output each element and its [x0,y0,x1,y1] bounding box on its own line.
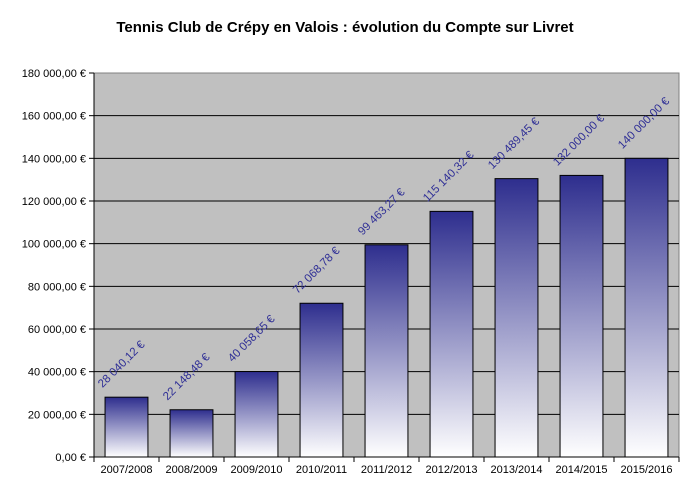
y-tick-label: 100 000,00 € [22,239,86,251]
bar [104,396,149,458]
bar [624,157,669,458]
y-tick-label: 0,00 € [55,452,86,464]
bar [234,371,279,458]
x-tick-label: 2008/2009 [166,464,218,476]
bar [429,210,474,458]
x-axis: 2007/2008 2008/2009 2009/2010 2010/2011 2011… [93,456,680,476]
x-tick-label: 2009/2010 [231,464,283,476]
x-tick-label: 2014/2015 [556,464,608,476]
y-tick-label: 140 000,00 € [22,153,86,165]
bars [104,157,669,458]
chart-title: Tennis Club de Crépy en Valois : évoluti… [116,19,573,36]
y-tick-label: 20 000,00 € [28,409,86,421]
x-tick-label: 2010/2011 [296,464,347,476]
y-tick-label: 120 000,00 € [22,196,86,208]
x-tick-label: 2015/2016 [621,464,673,476]
y-tick-label: 180 000,00 € [22,68,86,80]
y-tick-label: 40 000,00 € [28,367,86,379]
bar [494,178,539,458]
x-tick-label: 2013/2014 [491,464,543,476]
x-tick-label: 2011/2012 [361,464,412,476]
bar [364,244,409,458]
x-tick-label: 2007/2008 [101,464,153,476]
bar [299,302,344,458]
y-tick-label: 80 000,00 € [28,281,86,293]
x-tick-label: 2012/2013 [426,464,478,476]
bar [559,174,604,458]
y-tick-label: 60 000,00 € [28,324,86,336]
bar [169,409,214,458]
y-tick-label: 160 000,00 € [22,111,86,123]
y-axis: 0,00 € 20 000,00 € 40 000,00 € 60 000,00 € 8… [22,68,95,464]
